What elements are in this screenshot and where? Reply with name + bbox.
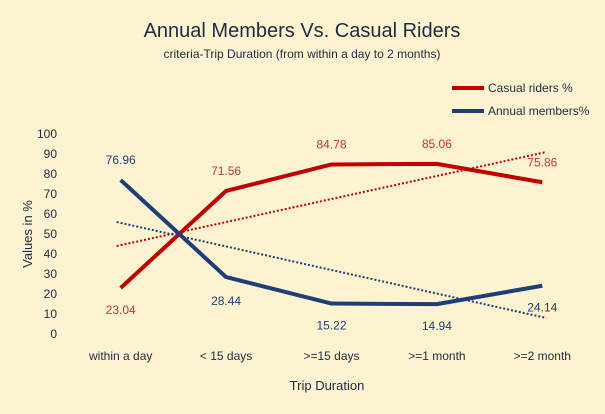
x-tick-labels: within a day < 15 days >=15 days >=1 month >… xyxy=(88,349,571,363)
legend-label-annual: Annual members% xyxy=(488,104,590,118)
data-label-casual: 71.56 xyxy=(211,164,241,178)
y-tick-label: 60 xyxy=(44,207,58,221)
y-axis-label: Values in % xyxy=(20,200,35,268)
data-label-annual: 76.96 xyxy=(106,153,136,167)
x-tick-label: < 15 days xyxy=(200,349,252,363)
data-label-casual: 84.78 xyxy=(316,137,346,151)
chart-title: Annual Members Vs. Casual Riders xyxy=(144,20,461,42)
y-tick-labels: 0 10 20 30 40 50 60 70 80 90 100 xyxy=(37,127,57,341)
data-label-annual: 14.94 xyxy=(422,319,452,333)
trendlines xyxy=(116,151,547,319)
series-lines xyxy=(119,161,543,307)
data-label-annual: 24.14 xyxy=(527,301,557,315)
y-tick-label: 90 xyxy=(44,147,58,161)
data-label-annual: 15.22 xyxy=(316,319,346,333)
data-label-casual: 75.86 xyxy=(527,155,557,169)
y-tick-label: 100 xyxy=(37,127,57,141)
x-tick-label: >=15 days xyxy=(303,349,359,363)
trendline-annual xyxy=(116,221,547,319)
y-tick-label: 20 xyxy=(44,287,58,301)
data-labels: 23.04 71.56 84.78 85.06 75.86 76.96 28.44 15.22… xyxy=(106,137,558,333)
y-tick-label: 80 xyxy=(44,167,58,181)
legend: Casual riders % Annual members% xyxy=(452,81,590,118)
data-label-casual: 85.06 xyxy=(422,137,452,151)
x-tick-label: within a day xyxy=(88,349,152,363)
trendline-casual xyxy=(116,151,547,247)
y-tick-label: 40 xyxy=(44,247,58,261)
y-tick-label: 10 xyxy=(44,307,58,321)
series-line-casual xyxy=(119,161,543,290)
y-tick-label: 70 xyxy=(44,187,58,201)
chart-subtitle: criteria-Trip Duration (from within a da… xyxy=(164,47,441,61)
y-tick-label: 30 xyxy=(44,267,58,281)
legend-label-casual: Casual riders % xyxy=(488,81,573,95)
y-tick-label: 50 xyxy=(44,227,58,241)
series-line-annual xyxy=(119,178,543,307)
y-tick-label: 0 xyxy=(50,327,57,341)
x-axis-label: Trip Duration xyxy=(290,378,365,393)
x-tick-label: >=1 month xyxy=(408,349,465,363)
data-label-casual: 23.04 xyxy=(106,303,136,317)
data-label-annual: 28.44 xyxy=(211,294,241,308)
x-tick-label: >=2 month xyxy=(514,349,571,363)
